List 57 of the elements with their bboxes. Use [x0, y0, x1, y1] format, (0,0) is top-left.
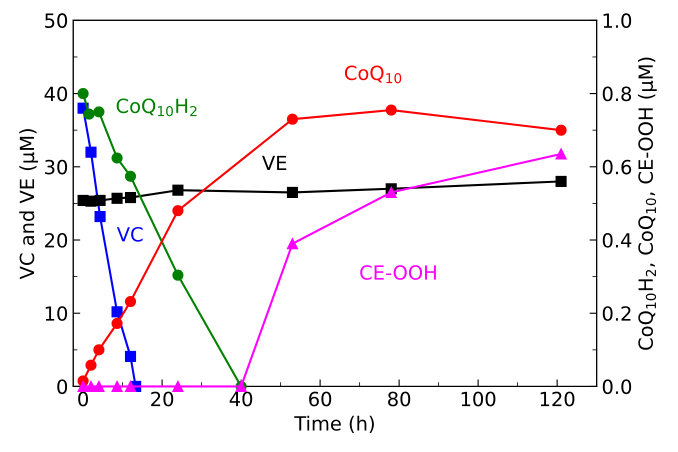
point [286, 186, 298, 198]
point [85, 146, 97, 158]
point [286, 114, 298, 125]
point [124, 296, 136, 308]
x-tick-label: 60 [309, 392, 332, 406]
point [386, 104, 397, 116]
point [112, 380, 123, 392]
point [172, 270, 184, 281]
point [172, 205, 184, 216]
series-label: CoQ$_{10}$ [344, 66, 402, 84]
point [286, 238, 298, 250]
point [112, 152, 123, 164]
point [112, 306, 123, 318]
x-tick-label: 0 [78, 392, 88, 406]
point [93, 106, 104, 118]
series-label: VC [116, 226, 143, 242]
y2-tick-label: 1.0 [604, 13, 632, 28]
point [124, 350, 136, 362]
x-tick-label: 40 [230, 392, 252, 406]
x-tick-label: 120 [540, 392, 574, 406]
text: CE-OOH [360, 265, 436, 280]
y2-tick-label: 0.6 [602, 160, 632, 174]
point [78, 88, 89, 100]
point [85, 360, 97, 371]
point [124, 170, 136, 182]
point [172, 184, 184, 196]
point [83, 108, 95, 120]
point [556, 176, 567, 187]
point [556, 148, 567, 160]
y-tick-label: 0 [57, 379, 68, 394]
series-label: VE [262, 156, 286, 170]
x-tick-label: 20 [151, 392, 174, 406]
y2-tick-label: 0.2 [602, 306, 630, 321]
x-tick-label: 80 [388, 392, 410, 406]
point [124, 192, 136, 204]
y-tick-label: 40 [44, 86, 68, 102]
x-axis-title: Time (h) [294, 416, 374, 434]
point [112, 318, 123, 330]
x-tick-label: 100 [462, 392, 496, 406]
point [94, 194, 106, 206]
y-tick-label: 50 [45, 13, 68, 28]
point [124, 380, 136, 392]
point [172, 380, 184, 392]
series-label: CoQ$_{10}$H$_{2}$ [116, 98, 196, 116]
point [93, 344, 104, 356]
y2-tick-label: 0.8 [602, 86, 632, 102]
y-axis-title: VC and VE (μM) [19, 129, 38, 280]
y-tick-label: 10 [46, 306, 68, 321]
y2-tick-label: 0.4 [602, 232, 632, 248]
point [94, 211, 106, 222]
y2-axis-title: CoQ$_{10}$H$_{2}$, CoQ$_{10}$, CE-OOH (μM) [638, 58, 657, 350]
y2-tick-label: 0.0 [602, 379, 632, 394]
point [386, 186, 397, 198]
point [556, 124, 567, 136]
point [112, 192, 123, 204]
y-tick-label: 30 [45, 160, 68, 174]
y-tick-label: 20 [45, 232, 68, 248]
